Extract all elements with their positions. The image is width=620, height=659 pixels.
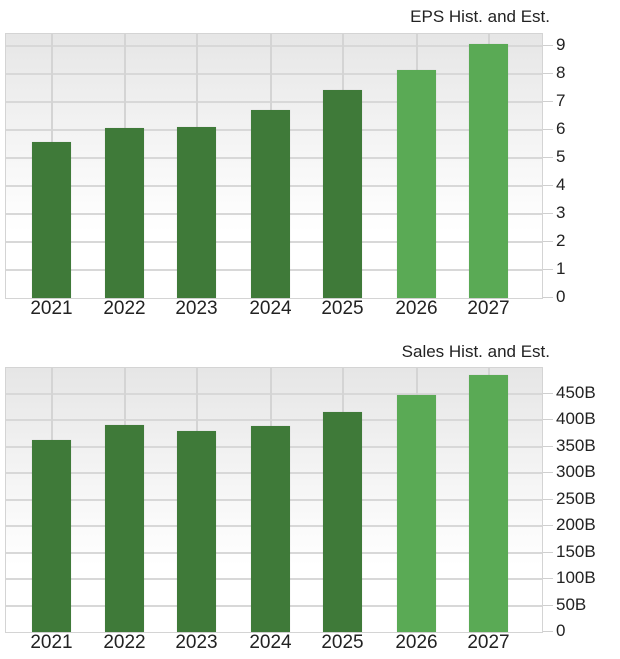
bar-2025-historical[interactable] — [323, 411, 362, 632]
eps-chart-title: EPS Hist. and Est. — [410, 7, 550, 26]
y-tick-label: 6 — [556, 119, 566, 138]
x-tick-label: 2027 — [467, 298, 510, 319]
y-tick-label: 3 — [556, 203, 566, 222]
y-tick-label: 100B — [556, 568, 596, 588]
bar-2026-estimate[interactable] — [397, 395, 436, 632]
x-tick-label: 2025 — [321, 298, 364, 319]
x-tick-label: 2026 — [395, 632, 438, 653]
y-tick-label: 8 — [556, 63, 566, 82]
x-tick-label: 2023 — [175, 298, 218, 319]
gridline-horizontal — [6, 419, 542, 422]
bar-2026-estimate[interactable] — [397, 69, 436, 298]
bar-2024-historical[interactable] — [251, 109, 290, 298]
bar-2022-historical[interactable] — [105, 128, 144, 298]
y-tick-label: 300B — [556, 462, 596, 482]
y-tick-label: 0 — [556, 287, 566, 306]
y-tick-mark — [543, 297, 553, 298]
y-tick-mark — [543, 392, 553, 394]
y-tick-label: 50B — [556, 594, 587, 614]
y-tick-mark — [543, 269, 553, 270]
y-tick-label: 450B — [556, 382, 596, 402]
y-tick-mark — [543, 129, 553, 130]
gridline-horizontal — [6, 101, 542, 103]
x-tick-label: 2025 — [321, 632, 364, 653]
sales-chart-title: Sales Hist. and Est. — [401, 342, 550, 361]
y-tick-label: 1 — [556, 259, 566, 278]
y-tick-mark — [543, 185, 553, 186]
y-tick-mark — [543, 241, 553, 242]
y-tick-mark — [543, 498, 553, 500]
y-tick-mark — [543, 604, 553, 606]
y-tick-mark — [543, 525, 553, 527]
gridline-horizontal — [6, 73, 542, 75]
sales-plot-area — [5, 367, 543, 633]
y-tick-label: 350B — [556, 435, 596, 455]
y-tick-mark — [543, 73, 553, 74]
bar-2023-historical[interactable] — [177, 430, 216, 632]
y-tick-mark — [543, 551, 553, 553]
bar-2027-estimate[interactable] — [469, 374, 508, 632]
y-tick-mark — [543, 101, 553, 102]
x-tick-label: 2022 — [103, 632, 146, 653]
y-tick-label: 9 — [556, 35, 566, 54]
bar-2027-estimate[interactable] — [469, 43, 508, 298]
x-tick-label: 2024 — [249, 298, 292, 319]
y-tick-mark — [543, 45, 553, 46]
y-tick-label: 400B — [556, 409, 596, 429]
bar-2021-historical[interactable] — [32, 439, 71, 632]
x-tick-label: 2027 — [467, 632, 510, 653]
y-tick-mark — [543, 419, 553, 421]
gridline-horizontal — [6, 392, 542, 395]
bar-2025-historical[interactable] — [323, 89, 362, 298]
y-tick-label: 250B — [556, 488, 596, 508]
y-tick-mark — [543, 472, 553, 474]
y-tick-mark — [543, 578, 553, 580]
x-tick-label: 2022 — [103, 298, 146, 319]
bar-2021-historical[interactable] — [32, 142, 71, 298]
bar-2024-historical[interactable] — [251, 426, 290, 632]
bar-2022-historical[interactable] — [105, 425, 144, 632]
x-tick-label: 2021 — [30, 298, 73, 319]
y-tick-mark — [543, 157, 553, 158]
y-tick-label: 7 — [556, 91, 566, 110]
y-tick-mark — [543, 213, 553, 214]
gridline-horizontal — [6, 45, 542, 47]
eps-chart: EPS Hist. and Est. 0 1 2 3 4 5 6 7 8 9 2021 2022 202… — [5, 7, 566, 319]
y-tick-label: 200B — [556, 515, 596, 535]
y-tick-label: 150B — [556, 541, 596, 561]
x-tick-label: 2024 — [249, 632, 292, 653]
y-tick-mark — [543, 631, 553, 632]
y-tick-label: 2 — [556, 231, 566, 250]
bar-2023-historical[interactable] — [177, 126, 216, 298]
x-tick-label: 2023 — [175, 632, 218, 653]
y-tick-label: 0 — [556, 621, 566, 640]
y-tick-label: 5 — [556, 147, 566, 166]
x-tick-label: 2021 — [30, 632, 73, 653]
y-tick-label: 4 — [556, 175, 566, 194]
eps-plot-area — [5, 33, 543, 299]
y-tick-mark — [543, 445, 553, 447]
x-tick-label: 2026 — [395, 298, 438, 319]
